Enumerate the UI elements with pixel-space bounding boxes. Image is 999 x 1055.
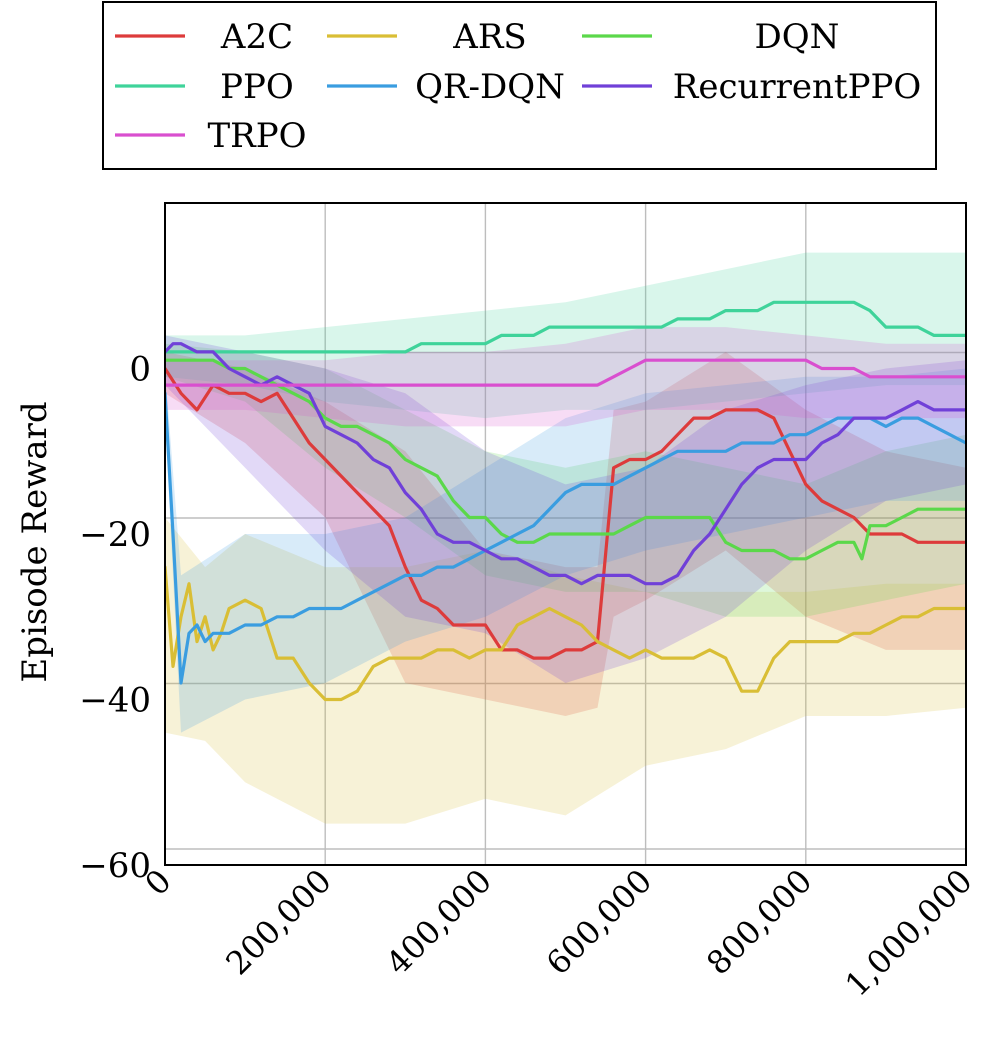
legend-label-ppo: PPO <box>220 67 294 107</box>
series-line-ppo <box>165 300 966 354</box>
series-line-trpo <box>165 358 966 387</box>
legend-label-ars: ARS <box>452 17 526 57</box>
legend-box <box>102 1 937 170</box>
x-tick-label: 800,000 <box>699 862 819 982</box>
band-trpo <box>165 327 966 427</box>
series-line-ars <box>165 565 966 702</box>
y-tick-label: 0 <box>129 350 151 390</box>
x-tick-label: 400,000 <box>379 862 499 982</box>
y-tick-label: −20 <box>79 515 151 555</box>
x-tick-label: 600,000 <box>539 862 659 982</box>
y-axis-label: Episode Reward <box>15 401 55 682</box>
legend-label-recurrentppo: RecurrentPPO <box>673 67 921 107</box>
legend-label-trpo: TRPO <box>207 116 306 156</box>
band-qr-dqn <box>165 368 966 733</box>
y-tick-label: −40 <box>79 681 151 721</box>
legend-label-qr-dqn: QR-DQN <box>415 67 565 107</box>
legend-label-dqn: DQN <box>755 17 840 57</box>
x-tick-label: 200,000 <box>218 862 338 982</box>
series-line-recurrentppo <box>165 342 966 586</box>
band-ppo <box>165 252 966 419</box>
band-recurrentppo <box>165 335 966 683</box>
series-line-qr-dqn <box>165 391 966 685</box>
legend-label-a2c: A2C <box>220 17 293 57</box>
y-tick-label: −60 <box>79 846 151 886</box>
x-tick-label: 1,000,000 <box>838 862 980 1004</box>
band-dqn <box>165 343 966 617</box>
plot-frame <box>164 202 967 866</box>
series-line-a2c <box>165 366 966 660</box>
band-ars <box>165 517 966 824</box>
